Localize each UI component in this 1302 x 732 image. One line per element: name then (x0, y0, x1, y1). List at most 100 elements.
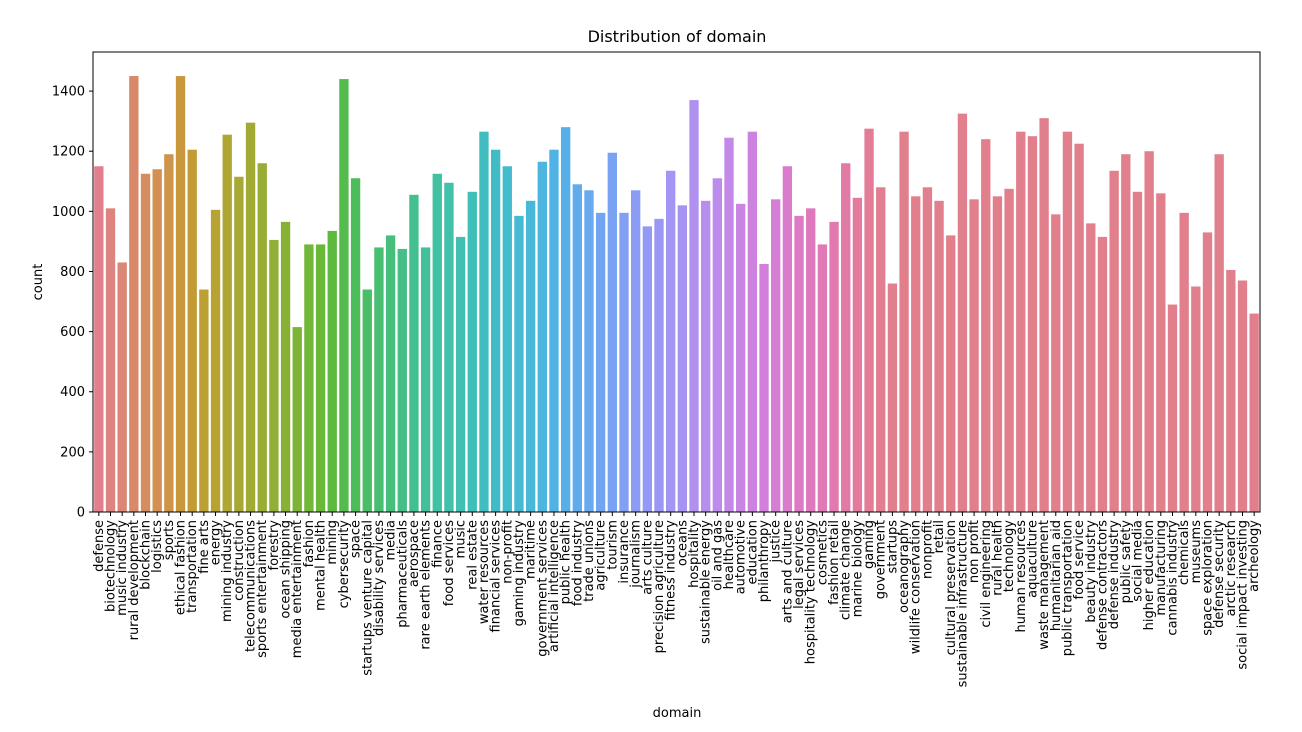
x-tick-label: energy (209, 520, 224, 566)
bars-group (94, 76, 1259, 513)
bar (479, 131, 489, 513)
bar (140, 173, 151, 512)
bar (817, 244, 828, 513)
x-tick-label: museums (1189, 520, 1204, 584)
x-tick-label: rural development (127, 520, 142, 640)
x-tick-label: fashion retail (827, 520, 842, 605)
x-tick-label: trade unions (582, 520, 597, 602)
y-tick-label: 1400 (52, 85, 85, 100)
bar (1191, 286, 1201, 512)
bar (1214, 154, 1224, 512)
bar (1156, 193, 1166, 512)
x-tick-label: finance (430, 520, 445, 568)
y-axis-label: count (31, 264, 46, 301)
x-tick-label: rural health (990, 520, 1005, 596)
x-tick-label: biotechnology (104, 520, 119, 612)
x-tick-label: rare earth elements (419, 520, 434, 650)
x-tick-label: technology (1002, 520, 1017, 592)
y-tick-label: 1000 (52, 205, 85, 220)
bar (619, 212, 629, 512)
x-tick-label: logistics (150, 520, 165, 573)
bar (584, 190, 594, 513)
x-tick-label: media entertainment (290, 520, 305, 658)
x-tick-label: climate change (839, 520, 854, 620)
x-tick-label: startups (885, 520, 900, 574)
bar (304, 244, 314, 513)
bar (876, 187, 886, 513)
x-tick-label: education (745, 520, 760, 585)
x-tick-label: disability services (372, 520, 387, 636)
x-tick-label: public transportation (1060, 520, 1075, 656)
bar (1086, 223, 1096, 512)
x-tick-label: justice (769, 520, 784, 563)
bar (887, 283, 898, 512)
x-tick-label: marine biology (850, 520, 865, 618)
x-tick-label: sustainable energy (699, 520, 714, 644)
bar (350, 178, 361, 512)
x-tick-label: social impact investing (1235, 520, 1250, 670)
x-tick-label: humanitarian aid (1049, 520, 1064, 631)
bar (1179, 212, 1189, 512)
x-tick-label: sports entertainment (255, 520, 270, 658)
x-tick-label: oil and gas (710, 520, 725, 591)
bar (782, 166, 793, 512)
x-tick-label: philanthropy (757, 520, 772, 603)
y-tick-label: 1200 (52, 145, 85, 160)
y-tick-label: 600 (60, 325, 85, 340)
x-tick-label: sustainable infrastructure (955, 520, 970, 687)
x-tick-label: telecommunications (244, 520, 259, 652)
bar (666, 170, 676, 512)
x-tick-label: waste management (1037, 520, 1052, 650)
bar (794, 215, 804, 513)
bar (572, 184, 582, 513)
bar (864, 128, 874, 513)
bar (1226, 269, 1236, 512)
bar (164, 154, 174, 512)
x-tick-label: government (874, 520, 889, 599)
bar (245, 122, 256, 513)
bar (1132, 191, 1143, 513)
x-tick-label: non profit (967, 520, 982, 583)
x-tick-label: beauty industry (1084, 520, 1099, 623)
bar (1249, 313, 1259, 512)
chart-title: Distribution of domain (588, 27, 767, 46)
x-tick-label: ethical fashion (174, 520, 189, 615)
bar (1109, 170, 1119, 512)
x-tick-label: construction (232, 520, 247, 601)
bar (1074, 143, 1084, 512)
bar (654, 218, 664, 513)
bar (339, 79, 349, 512)
x-tick-label: cannabis industry (1165, 520, 1180, 636)
x-tick-label: aerospace (407, 520, 422, 587)
bar (689, 100, 699, 512)
bar (1167, 304, 1178, 512)
bar (432, 173, 442, 512)
x-tick-label: cosmetics (815, 520, 830, 585)
x-tick-label: chemicals (1177, 520, 1192, 585)
x-tick-label: wildlife conservation (909, 520, 924, 654)
x-tick-label: artificial intelligence (547, 520, 562, 652)
x-tick-label: financial services (489, 520, 504, 633)
bar (444, 182, 454, 512)
bar (175, 76, 186, 513)
x-tick-label: gaming industry (512, 520, 527, 627)
bar (1202, 232, 1213, 512)
x-tick-label: maritime (524, 520, 539, 579)
bar (420, 247, 431, 513)
x-tick-label: mental health (314, 520, 329, 611)
x-tick-label: social media (1130, 520, 1145, 602)
x-tick-label: water resources (477, 520, 492, 624)
x-tick-label: fitness industry (664, 520, 679, 621)
x-tick-label: defense security (1212, 520, 1227, 628)
x-tick-label: insurance (617, 520, 632, 584)
x-tick-label: transportation (185, 520, 200, 613)
x-tick-label: oceans (675, 520, 690, 566)
bar (525, 200, 536, 512)
bar (455, 236, 466, 512)
bar (409, 194, 419, 512)
bar (234, 176, 244, 512)
bar (946, 235, 956, 512)
bar (374, 247, 384, 513)
bar (1051, 214, 1061, 512)
